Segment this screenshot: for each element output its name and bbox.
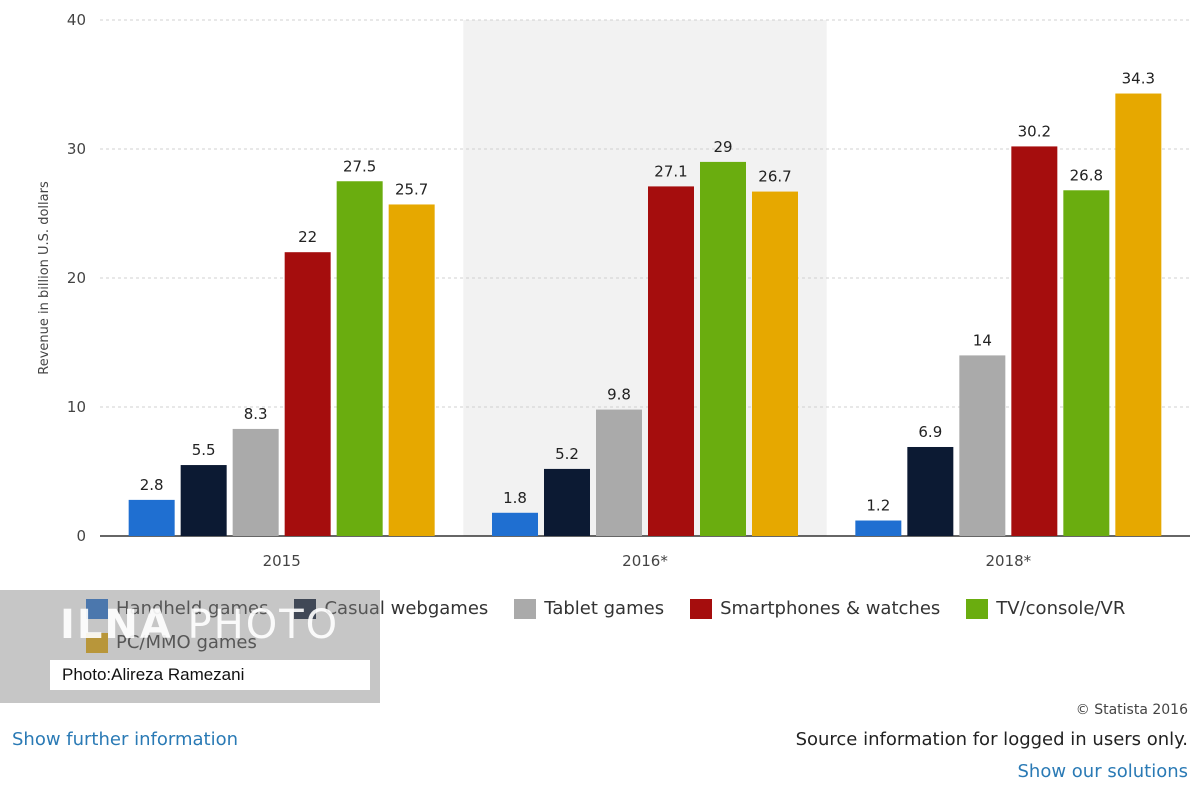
bar [233, 429, 279, 536]
data-label: 6.9 [918, 423, 942, 441]
x-tick-label: 2015 [263, 552, 301, 570]
bar [337, 181, 383, 536]
data-label: 27.1 [654, 162, 687, 180]
source-note: Source information for logged in users o… [796, 729, 1188, 750]
data-label: 27.5 [343, 157, 376, 175]
copyright-text: © Statista 2016 [1076, 702, 1188, 718]
y-tick-label: 10 [67, 398, 86, 416]
bar [1115, 94, 1161, 536]
bar [492, 513, 538, 536]
legend-item-tv-console[interactable]: TV/console/VR [966, 598, 1125, 619]
show-further-information-link[interactable]: Show further information [12, 729, 238, 750]
bar [752, 192, 798, 536]
y-tick-label: 0 [76, 527, 86, 545]
data-label: 5.5 [192, 441, 216, 459]
bar [544, 469, 590, 536]
y-tick-label: 30 [67, 140, 86, 158]
legend-label: TV/console/VR [996, 598, 1125, 619]
data-label: 22 [298, 228, 317, 246]
x-tick-label: 2016* [622, 552, 668, 570]
bar [1063, 190, 1109, 536]
bar [648, 186, 694, 536]
watermark-logo-thin: PHOTO [173, 602, 339, 648]
legend-item-smartphones[interactable]: Smartphones & watches [690, 598, 940, 619]
data-label: 26.7 [758, 168, 791, 186]
bar [855, 521, 901, 536]
bar [700, 162, 746, 536]
legend-label: Tablet games [544, 598, 664, 619]
bar [285, 252, 331, 536]
data-label: 1.2 [866, 497, 890, 515]
bar [596, 410, 642, 536]
data-label: 26.8 [1070, 166, 1103, 184]
watermark-logo-bold: ILNA [60, 602, 173, 648]
data-label: 1.8 [503, 489, 527, 507]
bar [907, 447, 953, 536]
y-tick-label: 20 [67, 269, 86, 287]
bar [959, 355, 1005, 536]
y-axis-title: Revenue in billion U.S. dollars [37, 181, 52, 375]
show-our-solutions-link[interactable]: Show our solutions [1018, 761, 1189, 782]
bar [181, 465, 227, 536]
data-label: 5.2 [555, 445, 579, 463]
data-label: 25.7 [395, 180, 428, 198]
bar [1011, 146, 1057, 536]
data-label: 8.3 [244, 405, 268, 423]
bar [389, 204, 435, 536]
photo-credit: Photo:Alireza Ramezani [50, 660, 370, 690]
data-label: 30.2 [1018, 122, 1051, 140]
watermark-overlay: ILNA PHOTO Photo:Alireza Ramezani [0, 590, 380, 703]
data-label: 14 [973, 331, 992, 349]
y-tick-label: 40 [67, 11, 86, 29]
legend-swatch [966, 599, 988, 619]
data-label: 34.3 [1122, 70, 1155, 88]
legend-swatch [514, 599, 536, 619]
legend-item-tablet[interactable]: Tablet games [514, 598, 664, 619]
data-label: 9.8 [607, 386, 631, 404]
x-tick-label: 2018* [985, 552, 1031, 570]
bar-chart: 0 10 20 30 40 Revenue in billion U.S. dollars… [0, 0, 1200, 590]
data-label: 2.8 [140, 476, 164, 494]
legend-swatch [690, 599, 712, 619]
watermark-logo: ILNA PHOTO [60, 602, 339, 648]
data-label: 29 [713, 138, 732, 156]
bar [129, 500, 175, 536]
legend-label: Smartphones & watches [720, 598, 940, 619]
